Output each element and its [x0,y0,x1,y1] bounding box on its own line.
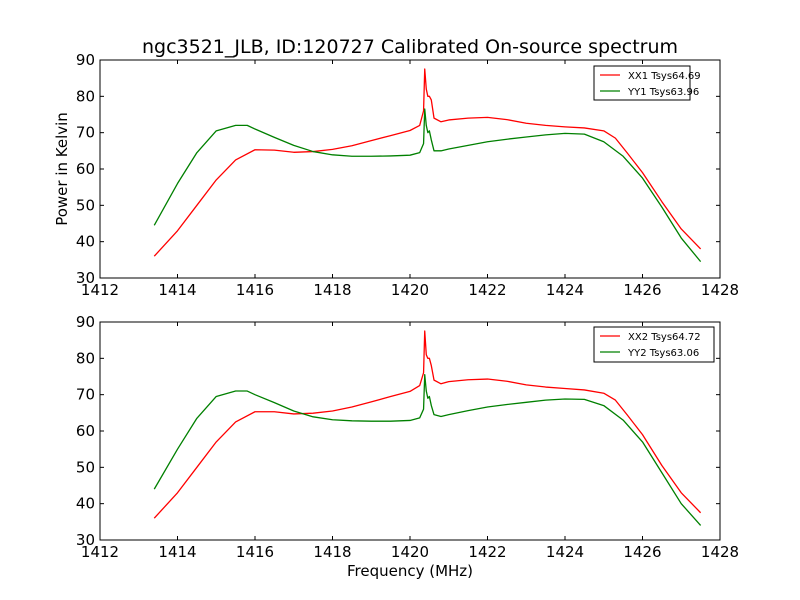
x-tick-label: 1420 [391,543,429,561]
legend: XX2 Tsys64.72 YY2 Tsys63.06 [593,326,715,363]
y-tick-label: 80 [76,349,95,367]
plot-bottom: 1412 1414 1416 1418 1420 1422 1424 1426 1428 30 40… [76,313,739,561]
legend-label: XX2 Tsys64.72 [628,332,701,343]
x-tick-label: 1422 [468,543,506,561]
series-line-2-2 [153,374,702,526]
legend-box [593,326,715,363]
x-tick-label: 1424 [546,543,584,561]
chart-title: ngc3521_JLB, ID:120727 Calibrated On-sou… [142,36,678,58]
series-line-1-1 [153,68,702,257]
y-tick-label: 70 [76,124,95,142]
x-tick-label: 1426 [623,281,661,299]
legend-label: YY1 Tsys63.96 [627,87,699,98]
y-tick-label: 50 [76,458,95,476]
x-tick-label: 1426 [623,543,661,561]
y-tick-label: 50 [76,196,95,214]
legend-label: YY2 Tsys63.06 [627,348,699,359]
series-line-1-2 [153,108,702,263]
plot-top: 1412 1414 1416 1418 1420 1422 1424 1426 1428 30 40… [76,51,739,299]
y-tick-label: 30 [76,531,95,549]
legend-box [593,65,691,101]
y-tick-label: 40 [76,495,95,513]
x-tick-label: 1414 [158,543,196,561]
y-tick-label: 60 [76,422,95,440]
legend: XX1 Tsys64.69 YY1 Tsys63.96 [593,65,701,101]
x-tick-label: 1418 [313,281,351,299]
x-axis-label: Frequency (MHz) [347,562,473,580]
x-tick-label: 1420 [391,281,429,299]
y-axis-label: Power in Kelvin [53,112,71,226]
y-tick-label: 80 [76,87,95,105]
y-tick-label: 90 [76,313,95,331]
x-tick-label: 1418 [313,543,351,561]
y-tick-label: 30 [76,269,95,287]
y-tick-label: 70 [76,386,95,404]
x-tick-label: 1428 [701,281,739,299]
x-tick-label: 1412 [81,543,119,561]
x-tick-label: 1416 [236,281,274,299]
x-tick-label: 1424 [546,281,584,299]
y-tick-label: 90 [76,51,95,69]
legend-label: XX1 Tsys64.69 [628,71,701,82]
y-tick-label: 60 [76,160,95,178]
x-tick-label: 1428 [701,543,739,561]
x-tick-label: 1412 [81,281,119,299]
x-tick-label: 1422 [468,281,506,299]
series-line-2-1 [153,330,702,519]
x-tick-label: 1416 [236,543,274,561]
y-tick-label: 40 [76,233,95,251]
x-tick-label: 1414 [158,281,196,299]
